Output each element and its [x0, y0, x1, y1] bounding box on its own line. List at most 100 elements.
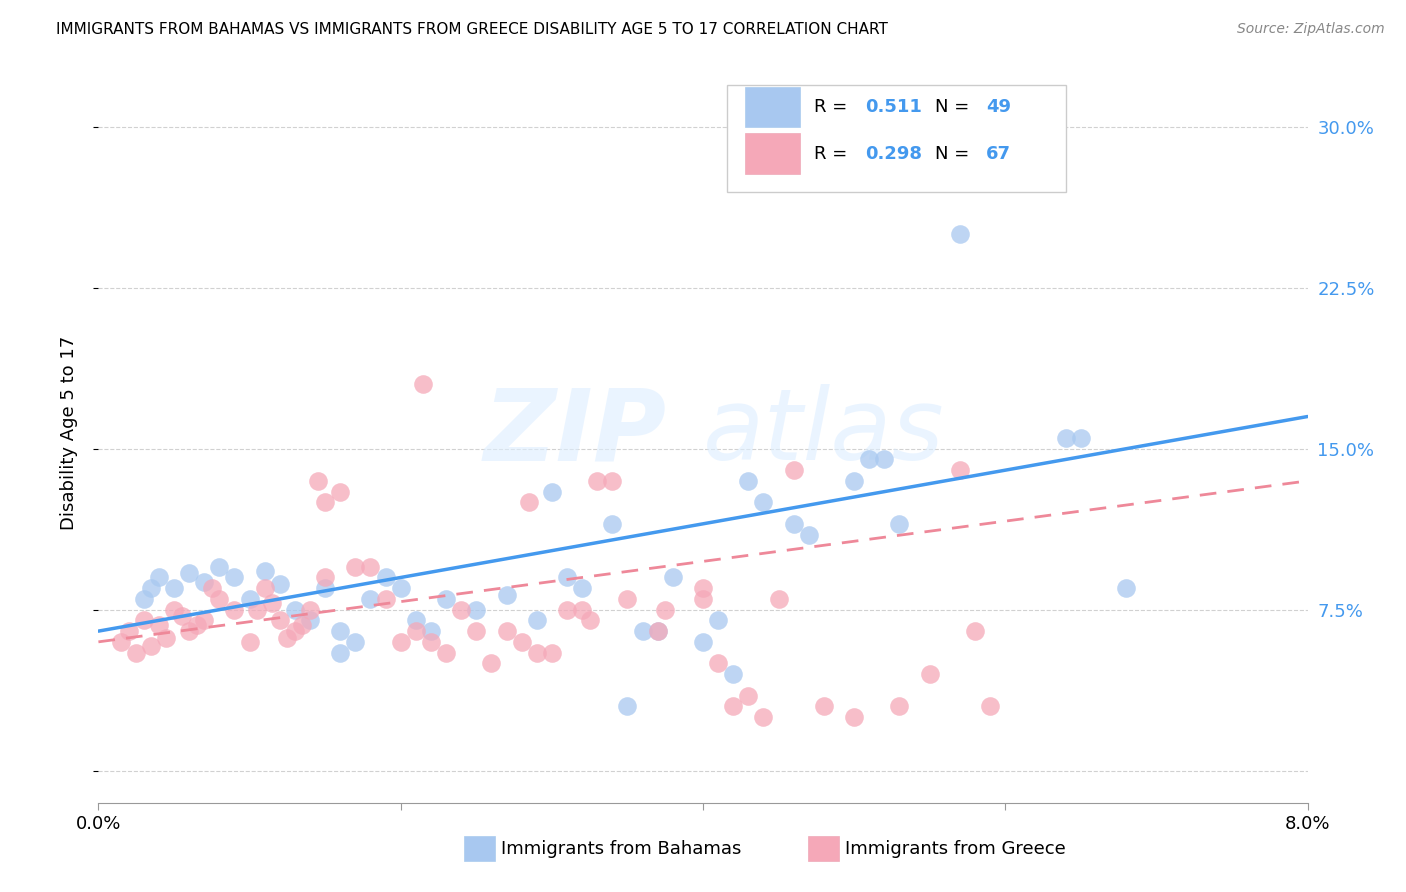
Point: [344, 635, 367, 649]
Point: [707, 614, 730, 628]
Point: [797, 527, 820, 541]
Point: [201, 581, 224, 595]
Point: [276, 631, 298, 645]
Point: [434, 591, 457, 606]
Point: [495, 588, 517, 602]
Point: [654, 602, 676, 616]
Text: 0.511: 0.511: [865, 98, 922, 116]
Point: [571, 602, 593, 616]
Point: [374, 570, 396, 584]
Point: [155, 631, 177, 645]
Point: [858, 452, 880, 467]
Point: [737, 474, 759, 488]
Text: 67: 67: [986, 145, 1011, 162]
Point: [1070, 431, 1092, 445]
Point: [118, 624, 141, 639]
Point: [253, 564, 276, 578]
Point: [360, 591, 382, 606]
Point: [540, 484, 562, 499]
Point: [239, 591, 262, 606]
Point: [782, 463, 804, 477]
Point: [540, 646, 562, 660]
Point: [526, 614, 548, 628]
Point: [949, 463, 972, 477]
Point: [661, 570, 683, 584]
Point: [692, 591, 714, 606]
Point: [889, 699, 911, 714]
Text: atlas: atlas: [703, 384, 945, 481]
Point: [299, 602, 322, 616]
Point: [752, 495, 775, 509]
Point: [170, 609, 193, 624]
Point: [389, 635, 412, 649]
Point: [132, 591, 155, 606]
Point: [208, 591, 231, 606]
Point: [555, 602, 578, 616]
Text: Immigrants from Greece: Immigrants from Greece: [845, 840, 1066, 858]
Point: [110, 635, 132, 649]
Point: [873, 452, 896, 467]
Point: [510, 635, 533, 649]
Point: [602, 516, 624, 531]
Point: [844, 474, 866, 488]
Point: [481, 657, 503, 671]
Point: [208, 559, 231, 574]
Point: [132, 614, 155, 628]
Point: [193, 614, 215, 628]
Point: [571, 581, 593, 595]
Point: [965, 624, 987, 639]
Point: [224, 602, 246, 616]
Point: [465, 602, 488, 616]
Point: [692, 635, 714, 649]
Text: 49: 49: [986, 98, 1011, 116]
Point: [262, 596, 284, 610]
FancyBboxPatch shape: [727, 85, 1066, 192]
Point: [692, 581, 714, 595]
Point: [269, 577, 291, 591]
Point: [465, 624, 488, 639]
Point: [586, 474, 609, 488]
Point: [889, 516, 911, 531]
Text: R =: R =: [814, 145, 853, 162]
Text: N =: N =: [935, 98, 976, 116]
Point: [526, 646, 548, 660]
Point: [246, 602, 269, 616]
Point: [752, 710, 775, 724]
Point: [1054, 431, 1077, 445]
Point: [723, 667, 745, 681]
Point: [647, 624, 669, 639]
Point: [434, 646, 457, 660]
Point: [239, 635, 262, 649]
Point: [269, 614, 291, 628]
Point: [405, 614, 427, 628]
Point: [284, 624, 307, 639]
Point: [723, 699, 745, 714]
Point: [517, 495, 540, 509]
Point: [616, 591, 638, 606]
Point: [578, 614, 600, 628]
Point: [602, 474, 624, 488]
Point: [616, 699, 638, 714]
Point: [737, 689, 759, 703]
Text: IMMIGRANTS FROM BAHAMAS VS IMMIGRANTS FROM GREECE DISABILITY AGE 5 TO 17 CORRELA: IMMIGRANTS FROM BAHAMAS VS IMMIGRANTS FR…: [56, 22, 889, 37]
Point: [291, 617, 314, 632]
Text: 0.298: 0.298: [865, 145, 922, 162]
Point: [405, 624, 427, 639]
Point: [782, 516, 804, 531]
Text: ZIP: ZIP: [484, 384, 666, 481]
FancyBboxPatch shape: [745, 133, 800, 174]
Point: [307, 474, 329, 488]
Point: [329, 646, 352, 660]
Point: [179, 624, 201, 639]
Text: R =: R =: [814, 98, 853, 116]
Point: [314, 495, 336, 509]
Point: [631, 624, 654, 639]
Point: [979, 699, 1001, 714]
Point: [450, 602, 472, 616]
Point: [768, 591, 790, 606]
FancyBboxPatch shape: [745, 87, 800, 128]
Point: [918, 667, 941, 681]
Point: [495, 624, 517, 639]
Point: [253, 581, 276, 595]
Point: [193, 574, 215, 589]
